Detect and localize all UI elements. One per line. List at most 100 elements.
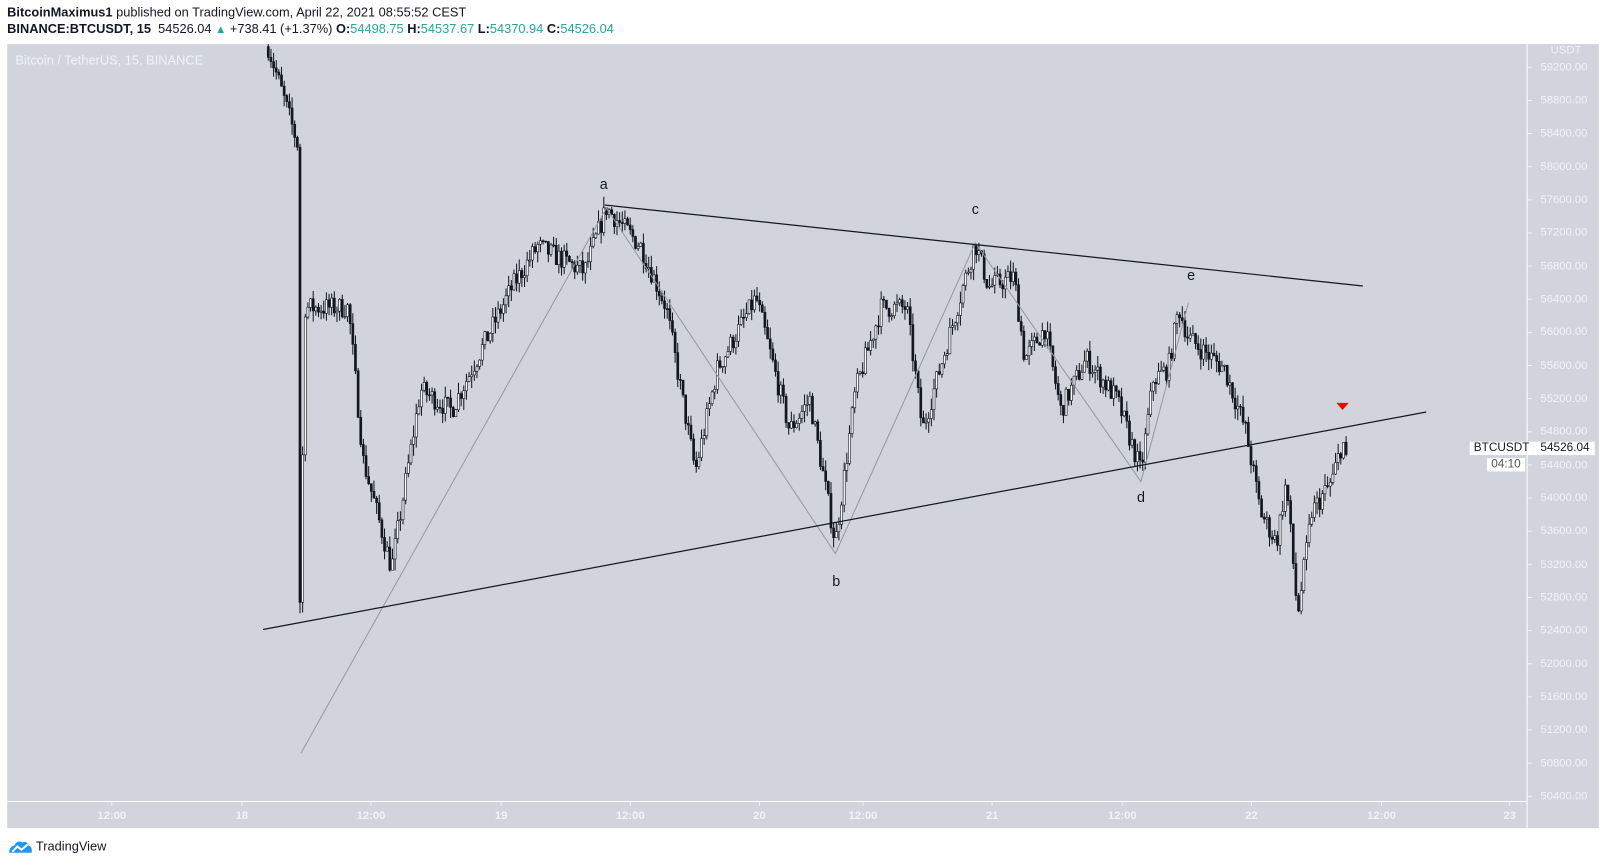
candle-down (1009, 271, 1012, 282)
candle-down (750, 299, 754, 311)
trendline (604, 204, 1363, 287)
wave-label-d: d (1137, 490, 1145, 506)
candle-up (1302, 559, 1306, 591)
candle-up (930, 409, 933, 419)
candle-up (795, 423, 798, 428)
candle-down (568, 255, 571, 262)
candle-up (1334, 462, 1337, 475)
candle-up (977, 250, 981, 256)
candle-down (364, 455, 368, 477)
candle-up (895, 302, 899, 305)
price-change: +738.41 (+1.37%) (229, 21, 333, 36)
candle-up (850, 407, 854, 434)
time-tick-label: 18 (235, 809, 249, 822)
candle-down (1231, 382, 1234, 399)
candle-down (1339, 453, 1343, 459)
candle-down (1062, 405, 1065, 416)
chart-pane[interactable] (7, 44, 1599, 829)
candle-up (623, 218, 627, 224)
price-tick-label: 56000.00 (1540, 326, 1588, 339)
candle-up (396, 520, 400, 539)
candle-up (483, 331, 487, 345)
candle-up (797, 417, 801, 424)
candle-down (681, 379, 685, 396)
candle-up (853, 391, 857, 409)
time-tick-label: 23 (1503, 809, 1516, 822)
candle-up (927, 418, 931, 423)
candle-down (1244, 421, 1248, 424)
candle-down (937, 371, 941, 375)
time-tick-label: 19 (494, 809, 508, 822)
candle-down (1249, 446, 1253, 466)
candle-up (488, 333, 492, 342)
candle-down (1194, 333, 1197, 345)
candle-up (528, 259, 532, 262)
candle-up (964, 272, 968, 286)
high-label: H: (407, 21, 421, 36)
low-label: L: (477, 21, 490, 36)
candle-up (945, 353, 949, 356)
candle-up (1122, 410, 1126, 417)
candle-down (359, 416, 363, 445)
candle-up (467, 376, 471, 382)
candle-up (473, 370, 476, 376)
candle-down (449, 397, 452, 408)
candle-down (494, 316, 497, 323)
wave-label-e: e (1187, 268, 1195, 284)
candle-up (800, 411, 804, 419)
candle-down (916, 370, 920, 388)
candle-down (1114, 385, 1118, 392)
candle-up (417, 406, 421, 415)
candle-down (570, 261, 574, 263)
candle-down (974, 245, 978, 256)
symbol-label: BINANCE:BTCUSDT, 15 (7, 21, 151, 36)
candle-down (618, 220, 621, 223)
candle-up (309, 298, 312, 308)
candle-down (1035, 336, 1039, 344)
candle-down (660, 295, 664, 302)
candle-up (512, 273, 516, 291)
candle-down (763, 311, 767, 328)
candle-down (787, 422, 791, 429)
candle-down (1294, 563, 1298, 596)
candle-down (1125, 410, 1129, 422)
candle-down (771, 348, 775, 361)
plot-area: a b c d e (262, 44, 1427, 754)
candle-up (1210, 352, 1213, 360)
candle-up (414, 413, 418, 438)
candle-down (903, 306, 907, 310)
tradingview-logo[interactable]: TradingView (8, 838, 106, 854)
candle-up (1175, 314, 1179, 324)
candle-up (959, 302, 962, 316)
candle-up (462, 390, 466, 399)
candle-up (1273, 535, 1277, 540)
candle-down (982, 253, 986, 280)
open-label: O: (335, 21, 351, 36)
candle-up (1107, 380, 1110, 391)
candle-up (578, 260, 582, 266)
candle-up (1093, 369, 1097, 373)
candle-up (1173, 322, 1176, 359)
candle-down (877, 325, 880, 328)
candle-down (610, 209, 614, 215)
candle-down (356, 370, 360, 418)
candle-up (723, 356, 727, 367)
candle-down (296, 137, 299, 148)
candle-up (1159, 369, 1163, 372)
candle-down (383, 537, 386, 552)
candle-up (401, 499, 405, 520)
candle-up (803, 404, 806, 412)
candle-up (1149, 390, 1152, 415)
author-name[interactable]: BitcoinMaximus1 (7, 5, 113, 20)
candle-up (647, 267, 651, 270)
candle-down (1252, 464, 1255, 467)
candle-up (594, 233, 598, 238)
candle-up (1299, 590, 1303, 612)
candle-down (327, 299, 331, 308)
candle-up (1228, 382, 1232, 386)
candle-down (1180, 317, 1184, 321)
last-price-value: 54526.04 (1540, 441, 1590, 455)
candle-up (591, 237, 595, 247)
candle-down (520, 270, 524, 279)
